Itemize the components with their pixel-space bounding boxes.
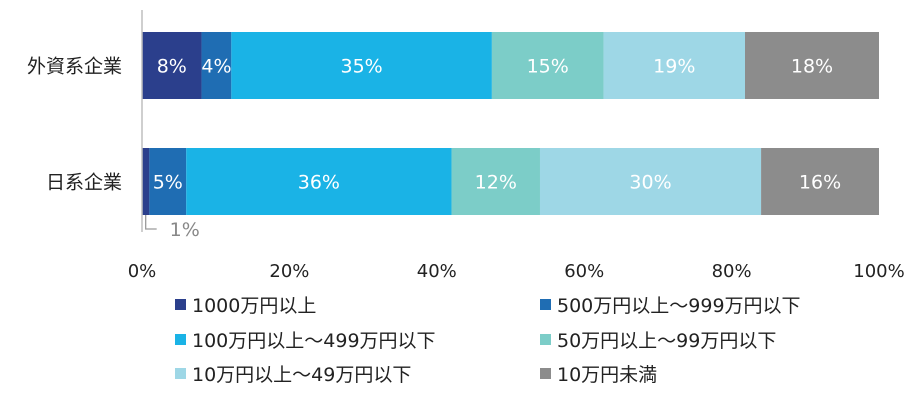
bar-segment <box>231 32 492 99</box>
bar-segment <box>539 148 762 215</box>
category-label: 日系企業 <box>46 172 122 194</box>
data-label: 16% <box>799 172 841 194</box>
data-label: 15% <box>527 56 569 78</box>
category-label: 外資系企業 <box>27 56 122 78</box>
bar-segment <box>761 148 879 215</box>
data-label: 4% <box>201 56 231 78</box>
x-tick-label: 0% <box>128 261 157 282</box>
data-label: 18% <box>791 56 833 78</box>
x-tick-label: 100% <box>853 261 904 282</box>
bar-segment <box>451 148 540 215</box>
data-label: 5% <box>153 172 183 194</box>
bar-segment <box>149 148 187 215</box>
x-tick-label: 40% <box>417 261 457 282</box>
bar-segment <box>745 32 879 99</box>
bar-segment <box>603 32 745 99</box>
bar-segment <box>201 32 232 99</box>
data-label: 8% <box>157 56 187 78</box>
data-labels-group: 8% 4% 35% 15% 19% 18% 5% 36% 12% 30% 16% <box>153 56 841 194</box>
data-label: 30% <box>629 172 671 194</box>
x-tick-labels-group: 0% 20% 40% 60% 80% 100% <box>128 261 905 282</box>
x-tick-label: 20% <box>269 261 309 282</box>
bars-group <box>142 32 879 215</box>
bar-segment <box>186 148 452 215</box>
x-tick-label: 60% <box>564 261 604 282</box>
bar-segment <box>491 32 604 99</box>
data-label: 35% <box>340 56 382 78</box>
bar-segment <box>142 148 150 215</box>
data-label: 12% <box>475 172 517 194</box>
callouts-group: 1% <box>145 215 200 241</box>
data-label-callout: 1% <box>170 219 200 241</box>
callout-line <box>145 215 157 230</box>
x-tick-label: 80% <box>712 261 752 282</box>
data-label: 36% <box>298 172 340 194</box>
bar-segment <box>142 32 202 99</box>
data-label: 19% <box>653 56 695 78</box>
